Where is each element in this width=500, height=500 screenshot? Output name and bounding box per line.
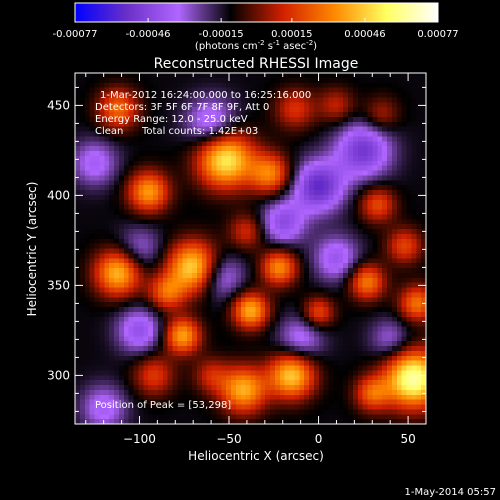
annotation-time: 1-Mar-2012 16:24:00.000 to 16:25:16.000 (100, 90, 311, 101)
colorbar-tick-label: -0.00046 (126, 29, 171, 40)
annotation-peak: Position of Peak = [53,298] (95, 400, 231, 411)
annotation-algorithm: Clean (95, 126, 123, 137)
axis-ticks: −100 −50 0 50 300 350 400 450 (47, 73, 427, 446)
x-tick-label: 0 (315, 432, 323, 446)
annotation-counts: Total counts: 1.42E+03 (141, 126, 258, 137)
x-axis-label: Heliocentric X (arcsec) (188, 449, 324, 463)
annotation-energy: Energy Range: 12.0 - 25.0 keV (95, 114, 248, 125)
colorbar-tick-label: 0.00015 (271, 29, 312, 40)
chart-title: Reconstructed RHESSI Image (154, 56, 359, 72)
colorbar-tick-label: -0.00015 (199, 29, 244, 40)
x-tick-label: 50 (400, 432, 415, 446)
colorbar-tick-label: 0.00077 (417, 29, 458, 40)
colorbar (74, 2, 439, 23)
y-tick-label: 350 (47, 278, 70, 292)
x-tick-label: −100 (123, 432, 156, 446)
y-tick-label: 450 (47, 98, 70, 112)
heatmap-image (75, 73, 426, 424)
x-tick-label: −50 (216, 432, 241, 446)
y-tick-label: 300 (47, 368, 70, 382)
y-axis-label: Heliocentric Y (arcsec) (25, 182, 39, 317)
annotation-detectors: Detectors: 3F 5F 6F 7F 8F 9F, Att 0 (95, 102, 269, 113)
plot-frame (74, 72, 427, 425)
colorbar-tick-label: -0.00077 (53, 29, 98, 40)
y-tick-label: 400 (47, 188, 70, 202)
colorbar-unit-label: (photons cm-2 s-1 asec-2) (195, 39, 317, 52)
colorbar-ticks: -0.00077 -0.00046 -0.00015 0.00015 0.00046 0.… (53, 18, 459, 40)
colorbar-tick-label: 0.00046 (344, 29, 385, 40)
footer-date: 1-May-2014 05:57 (404, 487, 496, 498)
